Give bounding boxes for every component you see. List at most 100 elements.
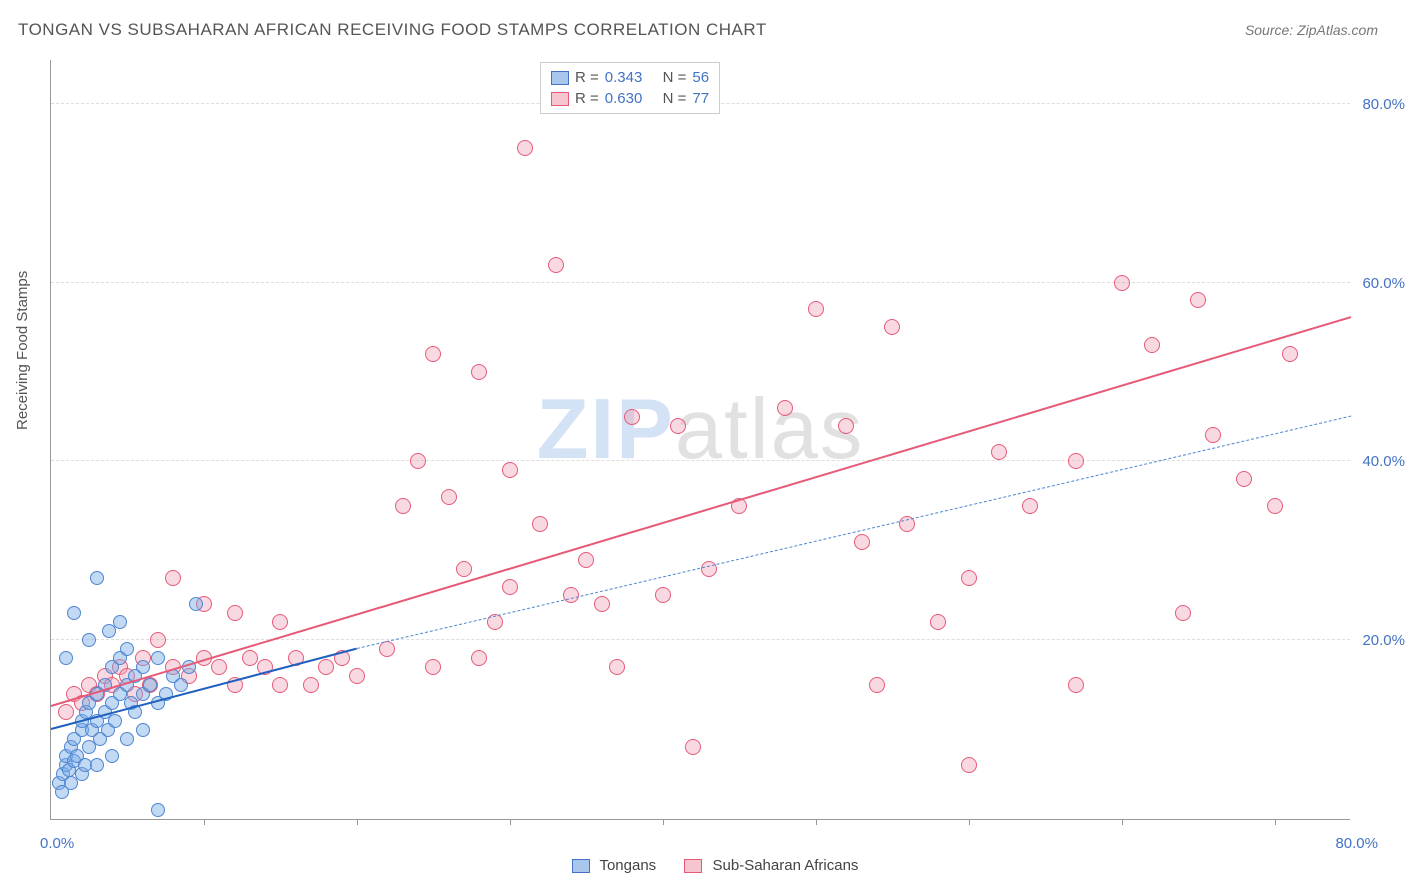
data-point (1068, 677, 1084, 693)
swatch-subsaharan-icon (684, 859, 702, 873)
trend-line (51, 316, 1352, 707)
data-point (838, 418, 854, 434)
data-point (471, 650, 487, 666)
x-tick (969, 819, 970, 825)
data-point (517, 140, 533, 156)
data-point (318, 659, 334, 675)
legend-label: Tongans (599, 857, 656, 874)
chart-plot-area: ZIPatlas 20.0%40.0%60.0%80.0% (50, 60, 1350, 820)
data-point (105, 749, 119, 763)
data-point (884, 319, 900, 335)
x-tick (357, 819, 358, 825)
watermark-zip: ZIP (537, 382, 675, 477)
data-point (58, 704, 74, 720)
data-point (1175, 605, 1191, 621)
data-point (685, 739, 701, 755)
data-point (227, 605, 243, 621)
watermark: ZIPatlas (537, 381, 865, 479)
legend-stats: R = 0.343 N = 56 R = 0.630 N = 77 (540, 62, 720, 114)
data-point (242, 650, 258, 666)
data-point (82, 633, 96, 647)
x-axis-origin-label: 0.0% (40, 835, 74, 852)
data-point (1144, 337, 1160, 353)
data-point (655, 587, 671, 603)
data-point (120, 642, 134, 656)
y-axis-label: Receiving Food Stamps (14, 271, 31, 430)
legend-stats-row: R = 0.343 N = 56 (551, 67, 709, 88)
x-tick (663, 819, 664, 825)
x-axis-max-label: 80.0% (1335, 835, 1378, 852)
y-tick-label: 40.0% (1362, 453, 1405, 470)
legend-stats-row: R = 0.630 N = 77 (551, 88, 709, 109)
data-point (1190, 292, 1206, 308)
data-point (1236, 471, 1252, 487)
gridline (51, 639, 1350, 640)
data-point (90, 571, 104, 585)
data-point (150, 632, 166, 648)
x-tick (1275, 819, 1276, 825)
data-point (410, 453, 426, 469)
data-point (272, 677, 288, 693)
legend-r-label: R = (575, 69, 599, 86)
legend-r-value: 0.630 (605, 90, 643, 107)
data-point (108, 714, 122, 728)
data-point (502, 579, 518, 595)
data-point (777, 400, 793, 416)
trend-line (357, 416, 1351, 649)
legend-n-label: N = (663, 69, 687, 86)
data-point (609, 659, 625, 675)
data-point (578, 552, 594, 568)
source-attribution: Source: ZipAtlas.com (1245, 22, 1378, 38)
data-point (189, 597, 203, 611)
watermark-atlas: atlas (675, 382, 865, 477)
gridline (51, 282, 1350, 283)
data-point (174, 678, 188, 692)
y-tick-label: 20.0% (1362, 632, 1405, 649)
swatch-tongans-icon (551, 71, 569, 85)
legend-n-label: N = (663, 90, 687, 107)
data-point (151, 651, 165, 665)
data-point (961, 757, 977, 773)
data-point (502, 462, 518, 478)
data-point (136, 660, 150, 674)
data-point (532, 516, 548, 532)
data-point (113, 615, 127, 629)
data-point (869, 677, 885, 693)
data-point (1205, 427, 1221, 443)
data-point (930, 614, 946, 630)
data-point (991, 444, 1007, 460)
data-point (701, 561, 717, 577)
data-point (441, 489, 457, 505)
data-point (151, 803, 165, 817)
chart-title: TONGAN VS SUBSAHARAN AFRICAN RECEIVING F… (18, 20, 767, 40)
x-tick (816, 819, 817, 825)
data-point (624, 409, 640, 425)
data-point (808, 301, 824, 317)
data-point (395, 498, 411, 514)
data-point (1282, 346, 1298, 362)
data-point (670, 418, 686, 434)
data-point (120, 732, 134, 746)
legend-r-value: 0.343 (605, 69, 643, 86)
data-point (1068, 453, 1084, 469)
data-point (379, 641, 395, 657)
data-point (55, 785, 69, 799)
data-point (272, 614, 288, 630)
data-point (143, 678, 157, 692)
data-point (1114, 275, 1130, 291)
data-point (425, 659, 441, 675)
data-point (471, 364, 487, 380)
data-point (90, 758, 104, 772)
data-point (594, 596, 610, 612)
swatch-tongans-icon (572, 859, 590, 873)
data-point (303, 677, 319, 693)
data-point (136, 723, 150, 737)
data-point (1267, 498, 1283, 514)
legend-series: Tongans Sub-Saharan Africans (0, 857, 1406, 874)
legend-n-value: 56 (692, 69, 709, 86)
data-point (425, 346, 441, 362)
data-point (456, 561, 472, 577)
data-point (548, 257, 564, 273)
data-point (211, 659, 227, 675)
data-point (165, 570, 181, 586)
